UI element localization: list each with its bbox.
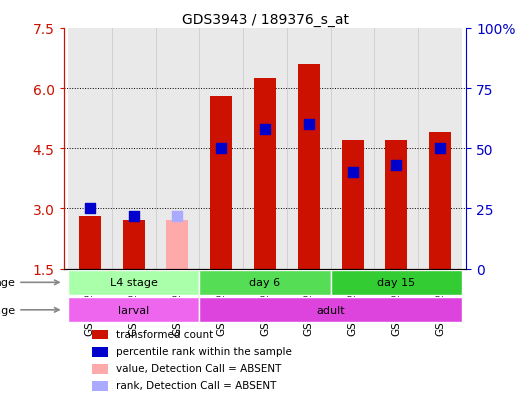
Text: adult: adult <box>316 305 345 315</box>
Bar <box>287 29 331 269</box>
Bar <box>375 29 418 269</box>
Text: development stage: development stage <box>0 305 59 315</box>
Text: day 6: day 6 <box>250 278 280 287</box>
Bar <box>331 29 375 269</box>
Bar <box>155 29 199 269</box>
Text: value, Detection Call = ABSENT: value, Detection Call = ABSENT <box>116 363 281 373</box>
Bar <box>79 217 101 269</box>
Text: L4 stage: L4 stage <box>110 278 157 287</box>
Point <box>436 146 444 152</box>
Bar <box>112 29 155 269</box>
Bar <box>68 29 112 269</box>
Bar <box>429 133 451 269</box>
Text: transformed count: transformed count <box>116 329 213 339</box>
Bar <box>418 29 462 269</box>
FancyBboxPatch shape <box>331 270 462 295</box>
Bar <box>298 65 320 269</box>
Point <box>348 170 357 176</box>
Point <box>129 213 138 219</box>
FancyBboxPatch shape <box>68 270 199 295</box>
Text: larval: larval <box>118 305 149 315</box>
Point <box>261 126 269 133</box>
Bar <box>210 97 232 269</box>
FancyBboxPatch shape <box>199 298 462 323</box>
Bar <box>92 330 108 339</box>
Point <box>392 162 401 169</box>
Bar <box>385 141 407 269</box>
Bar <box>342 141 364 269</box>
Bar <box>92 381 108 391</box>
Title: GDS3943 / 189376_s_at: GDS3943 / 189376_s_at <box>181 12 349 26</box>
Text: percentile rank within the sample: percentile rank within the sample <box>116 346 292 356</box>
Point <box>305 121 313 128</box>
Bar <box>92 347 108 357</box>
Bar <box>92 364 108 374</box>
Text: day 15: day 15 <box>377 278 416 287</box>
Point <box>173 213 182 219</box>
Text: age: age <box>0 278 59 287</box>
Bar <box>166 221 188 269</box>
Bar <box>243 29 287 269</box>
Point <box>217 146 225 152</box>
FancyBboxPatch shape <box>199 270 331 295</box>
Bar <box>123 221 145 269</box>
FancyBboxPatch shape <box>68 298 199 323</box>
Bar <box>199 29 243 269</box>
Point <box>86 206 94 212</box>
Text: rank, Detection Call = ABSENT: rank, Detection Call = ABSENT <box>116 380 276 390</box>
Bar <box>254 79 276 269</box>
